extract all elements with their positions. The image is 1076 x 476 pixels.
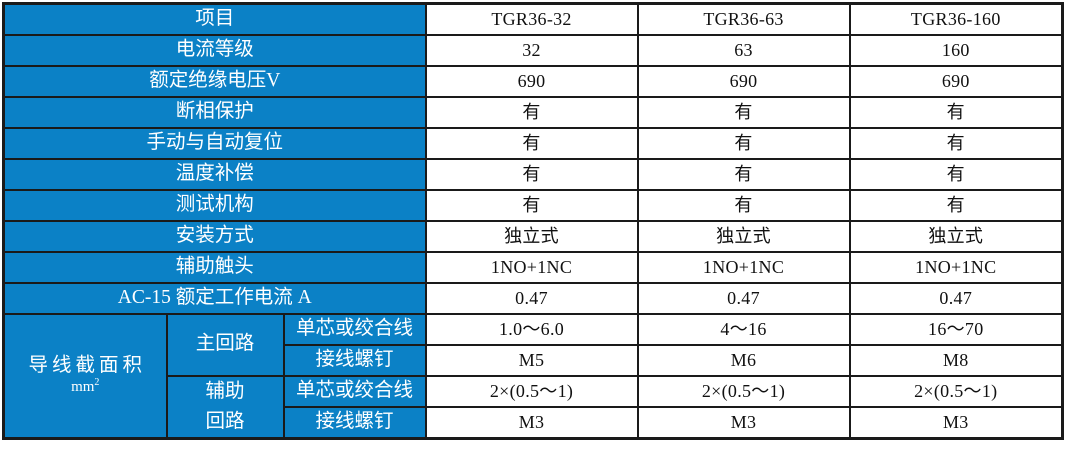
cell-phase-loss-protection-1: 有: [424, 95, 639, 129]
cell-temperature-compensation-2: 有: [636, 157, 851, 191]
wire-cross-section-unit: mm2: [71, 377, 100, 396]
cell-aux-terminal-screw-1: M3: [424, 405, 639, 440]
cell-current-rating-3: 160: [848, 33, 1064, 67]
row-label-ac15-operational-current: AC-15 额定工作电流 A: [2, 281, 427, 315]
cell-temperature-compensation-3: 有: [848, 157, 1064, 191]
table-row: 测试机构 有 有 有: [2, 188, 1064, 222]
cell-mounting-type-3: 独立式: [848, 219, 1064, 253]
header-item-label: 项目: [2, 2, 427, 36]
cell-auxiliary-contacts-3: 1NO+1NC: [848, 250, 1064, 284]
cell-aux-single-core-2: 2×(0.5～1): [636, 374, 851, 408]
row-label-test-mechanism: 测试机构: [2, 188, 427, 222]
cell-manual-auto-reset-3: 有: [848, 126, 1064, 160]
cell-phase-loss-protection-2: 有: [636, 95, 851, 129]
cell-mounting-type-2: 独立式: [636, 219, 851, 253]
table-row: 接线螺钉 M5 M6 M8: [4, 343, 1064, 377]
cell-aux-single-core-1: 2×(0.5～1): [424, 374, 639, 408]
table-header-row: 项目 TGR36-32 TGR36-63 TGR36-160: [2, 2, 1064, 36]
auxiliary-circuit-line-1: 辅助: [205, 380, 245, 402]
cell-manual-auto-reset-1: 有: [424, 126, 639, 160]
product-specification-table: 项目 TGR36-32 TGR36-63 TGR36-160 电流等级 32 6…: [2, 2, 1065, 440]
cell-aux-terminal-screw-3: M3: [848, 405, 1064, 440]
table-row: 手动与自动复位 有 有 有: [2, 126, 1064, 160]
table-row: 温度补偿 有 有 有: [2, 157, 1064, 191]
row-label-auxiliary-contacts: 辅助触头: [2, 250, 427, 284]
cell-test-mechanism-1: 有: [424, 188, 639, 222]
table-row: 安装方式 独立式 独立式 独立式: [2, 219, 1064, 253]
cell-aux-single-core-3: 2×(0.5～1): [848, 374, 1064, 408]
subgroup-label-auxiliary-circuit: 辅助 回路: [165, 374, 285, 440]
cell-main-single-core-3: 16～70: [848, 312, 1064, 346]
header-model-2: TGR36-63: [636, 2, 851, 36]
header-model-1: TGR36-32: [424, 2, 639, 36]
cell-insulation-voltage-3: 690: [848, 64, 1064, 98]
row-label-insulation-voltage: 额定绝缘电压V: [2, 64, 427, 98]
table-row: 导线截面积 mm2 主回路 单芯或绞合线 1.0～6.0 4～16 16～70: [2, 312, 1064, 440]
specification-table-container: 项目 TGR36-32 TGR36-63 TGR36-160 电流等级 32 6…: [2, 2, 1065, 440]
cell-manual-auto-reset-2: 有: [636, 126, 851, 160]
auxiliary-circuit-line-2: 回路: [205, 410, 245, 432]
cell-main-terminal-screw-1: M5: [424, 343, 639, 377]
row-label-manual-auto-reset: 手动与自动复位: [2, 126, 427, 160]
subgroup-label-main-circuit: 主回路: [165, 312, 285, 377]
row-label-aux-terminal-screw: 接线螺钉: [282, 405, 427, 440]
cell-current-rating-1: 32: [424, 33, 639, 67]
cell-phase-loss-protection-3: 有: [848, 95, 1064, 129]
row-label-aux-single-core: 单芯或绞合线: [282, 374, 427, 408]
table-row: 接线螺钉 M3 M3 M3: [4, 405, 1064, 440]
table-row: 电流等级 32 63 160: [2, 33, 1064, 67]
cell-auxiliary-contacts-1: 1NO+1NC: [424, 250, 639, 284]
row-label-main-terminal-screw: 接线螺钉: [282, 343, 427, 377]
row-label-main-single-core: 单芯或绞合线: [282, 312, 427, 346]
cell-temperature-compensation-1: 有: [424, 157, 639, 191]
header-model-3: TGR36-160: [848, 2, 1064, 36]
cell-mounting-type-1: 独立式: [424, 219, 639, 253]
group-label-wire-cross-section: 导线截面积 mm2: [2, 312, 168, 440]
table-row: 辅助触头 1NO+1NC 1NO+1NC 1NO+1NC: [2, 250, 1064, 284]
cell-current-rating-2: 63: [636, 33, 851, 67]
table-row: 额定绝缘电压V 690 690 690: [2, 64, 1064, 98]
cell-main-terminal-screw-2: M6: [636, 343, 851, 377]
cell-ac15-operational-current-3: 0.47: [848, 281, 1064, 315]
row-label-mounting-type: 安装方式: [2, 219, 427, 253]
table-row: 辅助 回路 单芯或绞合线 2×(0.5～1) 2×(0.5～1) 2×(0.5～…: [4, 374, 1064, 440]
row-label-temperature-compensation: 温度补偿: [2, 157, 427, 191]
cell-main-single-core-1: 1.0～6.0: [424, 312, 639, 346]
cell-main-single-core-2: 4～16: [636, 312, 851, 346]
wire-cross-section-text: 导线截面积: [28, 354, 146, 376]
row-label-phase-loss-protection: 断相保护: [2, 95, 427, 129]
cell-main-terminal-screw-3: M8: [848, 343, 1064, 377]
cell-aux-terminal-screw-2: M3: [636, 405, 851, 440]
cell-test-mechanism-3: 有: [848, 188, 1064, 222]
cell-insulation-voltage-1: 690: [424, 64, 639, 98]
table-row: AC-15 额定工作电流 A 0.47 0.47 0.47: [2, 281, 1064, 315]
cell-ac15-operational-current-2: 0.47: [636, 281, 851, 315]
cell-auxiliary-contacts-2: 1NO+1NC: [636, 250, 851, 284]
cell-test-mechanism-2: 有: [636, 188, 851, 222]
cell-ac15-operational-current-1: 0.47: [424, 281, 639, 315]
row-label-current-rating: 电流等级: [2, 33, 427, 67]
table-row: 断相保护 有 有 有: [2, 95, 1064, 129]
cell-insulation-voltage-2: 690: [636, 64, 851, 98]
